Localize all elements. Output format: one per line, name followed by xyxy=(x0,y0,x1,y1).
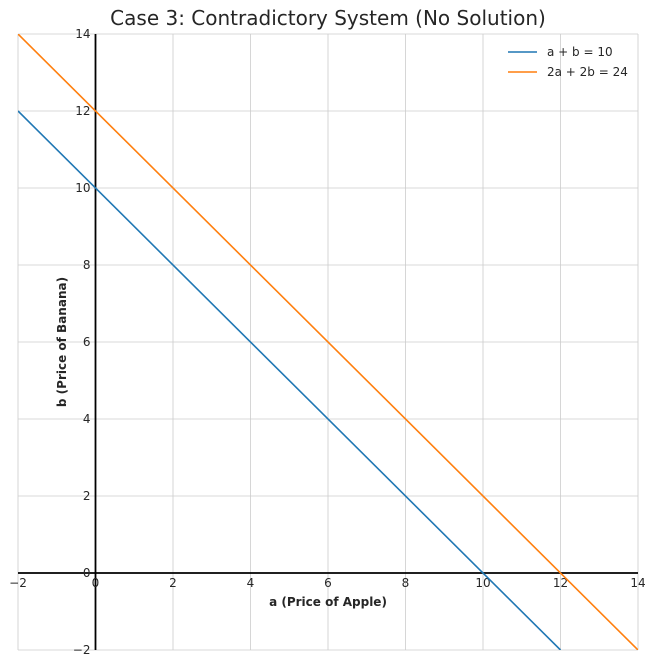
y-tick-label: 2 xyxy=(83,489,91,503)
series-lines xyxy=(18,34,638,650)
x-tick-label: 6 xyxy=(324,576,332,590)
chart-title: Case 3: Contradictory System (No Solutio… xyxy=(110,6,546,30)
x-tick-label: 12 xyxy=(553,576,568,590)
y-tick-label: 12 xyxy=(75,104,90,118)
x-tick-label: 10 xyxy=(475,576,490,590)
y-tick-label: 0 xyxy=(83,566,91,580)
y-tick-label: 6 xyxy=(83,335,91,349)
x-tick-label: 0 xyxy=(92,576,100,590)
series-line-1 xyxy=(18,110,562,650)
x-tick-label: 14 xyxy=(630,576,645,590)
series-line-2 xyxy=(18,34,638,650)
tick-labels: −2 0 2 4 6 8 10 12 14 −2 0 2 4 6 8 10 12 14 xyxy=(9,27,645,657)
legend-label-1: a + b = 10 xyxy=(547,45,613,59)
x-tick-label: 8 xyxy=(402,576,410,590)
x-tick-label: −2 xyxy=(9,576,27,590)
x-axis-label: a (Price of Apple) xyxy=(269,595,387,609)
y-tick-label: 4 xyxy=(83,412,91,426)
x-tick-label: 2 xyxy=(169,576,177,590)
y-tick-label: 14 xyxy=(75,27,90,41)
axes xyxy=(18,34,638,650)
x-tick-label: 4 xyxy=(247,576,255,590)
y-axis-label: b (Price of Banana) xyxy=(55,277,69,407)
legend: a + b = 10 2a + 2b = 24 xyxy=(508,45,628,79)
y-tick-label: −2 xyxy=(73,643,91,657)
y-tick-label: 10 xyxy=(75,181,90,195)
legend-label-2: 2a + 2b = 24 xyxy=(547,65,628,79)
y-tick-label: 8 xyxy=(83,258,91,272)
